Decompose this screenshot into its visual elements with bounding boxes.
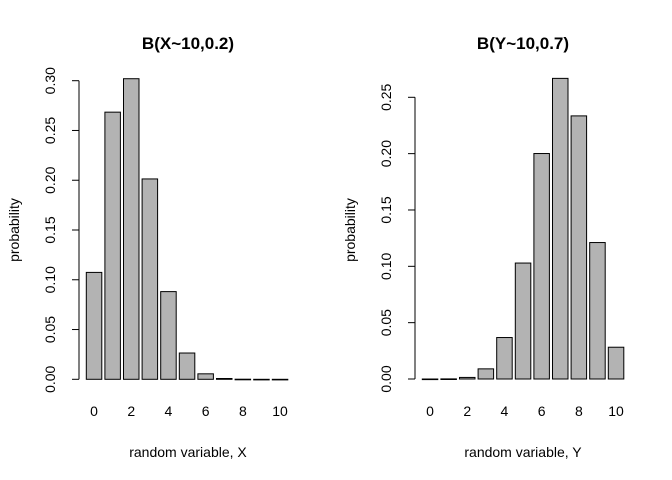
y-tick-label: 0.05: [42, 316, 58, 343]
bar-3: [141, 178, 159, 380]
bar-4: [496, 337, 513, 380]
bar-3: [477, 368, 495, 380]
x-tick-label: 8: [575, 403, 583, 419]
y-tick-label: 0.25: [378, 83, 394, 110]
bar-0: [85, 271, 103, 380]
chart-title: B(X~10,0.2): [142, 34, 234, 53]
bar-4: [160, 291, 177, 380]
y-tick-label: 0.15: [378, 196, 394, 223]
bar-10: [607, 346, 625, 380]
bar-8: [570, 115, 588, 380]
x-tick-label: 0: [90, 403, 98, 419]
y-tick-label: 0.20: [42, 166, 58, 193]
x-tick-label: 6: [202, 403, 210, 419]
y-tick-label: 0.00: [378, 365, 394, 392]
bar-5: [514, 262, 532, 380]
bar-1: [104, 111, 121, 380]
y-tick-label: 0.00: [42, 365, 58, 392]
x-tick-label: 2: [463, 403, 471, 419]
bar-9: [253, 378, 270, 381]
bar-9: [589, 242, 606, 380]
x-tick-label: 2: [127, 403, 135, 419]
bar-6: [533, 153, 550, 380]
x-tick-label: 8: [239, 403, 247, 419]
bar-0: [421, 378, 439, 381]
chart-panel-1: B(X~10,0.2) 0.00 0.05 0.10 0.15 0.20 0.25 0.30 0…: [6, 34, 289, 460]
x-tick-label: 10: [272, 403, 288, 419]
chart-panel-2: B(Y~10,0.7) 0.00 0.05 0.10 0.15 0.20 0.25 0 2 4 6 8…: [342, 34, 625, 460]
y-axis-label: probability: [6, 198, 22, 262]
x-tick-label: 4: [501, 403, 509, 419]
y-axis-label: probability: [342, 198, 358, 262]
bar-1: [440, 378, 457, 380]
x-tick-label: 6: [538, 403, 546, 419]
x-axis-label: random variable, Y: [464, 444, 582, 460]
y-tick-label: 0.10: [378, 252, 394, 279]
bar-7: [216, 378, 233, 380]
x-tick-label: 10: [608, 403, 624, 419]
bar-8: [234, 378, 252, 381]
bar-6: [197, 373, 214, 380]
bar-2: [123, 78, 140, 380]
x-tick-label: 0: [426, 403, 434, 419]
y-tick-label: 0.05: [378, 309, 394, 336]
y-tick-label: 0.20: [378, 140, 394, 167]
x-axis-label: random variable, X: [129, 444, 247, 460]
bar-5: [178, 352, 196, 380]
bar-7: [552, 77, 569, 380]
bar-2: [459, 376, 476, 380]
x-tick-label: 4: [165, 403, 173, 419]
chart-title: B(Y~10,0.7): [477, 34, 569, 53]
y-tick-label: 0.15: [42, 216, 58, 243]
y-tick-label: 0.10: [42, 266, 58, 293]
bar-10: [271, 378, 289, 381]
y-tick-label: 0.25: [42, 117, 58, 144]
y-tick-label: 0.30: [42, 67, 58, 94]
